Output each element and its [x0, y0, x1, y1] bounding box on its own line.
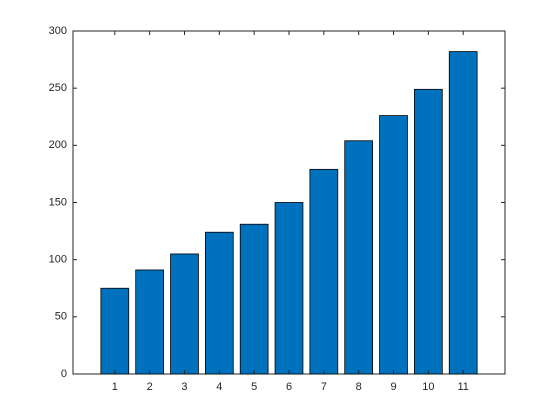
bar — [100, 287, 130, 375]
x-tick-label: 4 — [216, 381, 222, 393]
x-tick-label: 11 — [457, 381, 468, 393]
bar — [170, 253, 199, 375]
y-tick-label: 200 — [49, 139, 67, 151]
y-tick-label: 300 — [49, 25, 67, 37]
bar — [204, 231, 234, 375]
bar — [239, 223, 269, 375]
y-tick-label: 0 — [61, 368, 67, 380]
bar — [274, 202, 304, 375]
x-tick-label: 6 — [286, 381, 292, 393]
bar — [448, 51, 478, 375]
x-tick-label: 1 — [112, 381, 118, 393]
y-tick-label: 100 — [49, 254, 67, 266]
y-tick-label: 150 — [49, 196, 67, 208]
x-tick-label: 8 — [356, 381, 362, 393]
bar — [379, 115, 408, 375]
bar — [135, 269, 164, 375]
y-tick-label: 50 — [55, 311, 67, 323]
x-tick-label: 5 — [251, 381, 257, 393]
bar — [414, 88, 443, 375]
y-tick-label: 250 — [49, 82, 67, 94]
bar — [309, 168, 339, 375]
bar — [344, 140, 374, 375]
x-tick-label: 9 — [390, 381, 396, 393]
x-tick-label: 2 — [147, 381, 153, 393]
x-tick-label: 3 — [181, 381, 187, 393]
x-tick-label: 7 — [321, 381, 327, 393]
x-tick-label: 10 — [422, 381, 434, 393]
